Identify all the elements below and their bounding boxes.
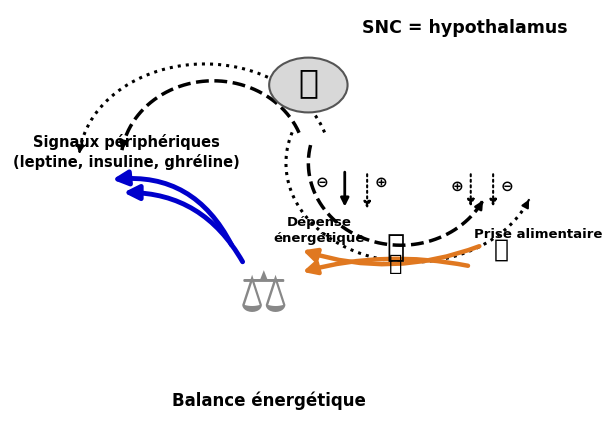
- Text: ⊕: ⊕: [451, 179, 463, 194]
- FancyArrowPatch shape: [308, 259, 468, 273]
- Ellipse shape: [269, 58, 348, 113]
- Text: Prise alimentaire: Prise alimentaire: [474, 228, 602, 241]
- Text: 🔥: 🔥: [386, 233, 404, 262]
- Text: 🍗: 🍗: [494, 237, 509, 261]
- Text: énergétique: énergétique: [274, 232, 365, 245]
- Text: ⊕: ⊕: [375, 174, 387, 190]
- Text: 🪵: 🪵: [389, 254, 402, 274]
- FancyArrowPatch shape: [118, 172, 232, 245]
- Text: ⚖: ⚖: [238, 269, 289, 323]
- Text: Signaux périphériques: Signaux périphériques: [33, 134, 220, 150]
- Text: ⊖: ⊖: [316, 174, 329, 190]
- FancyArrowPatch shape: [129, 187, 243, 262]
- FancyArrowPatch shape: [307, 246, 479, 264]
- Text: Balance énergétique: Balance énergétique: [172, 392, 366, 410]
- Text: (leptine, insuline, ghréline): (leptine, insuline, ghréline): [13, 154, 240, 170]
- Text: SNC = hypothalamus: SNC = hypothalamus: [362, 19, 567, 37]
- Text: ⊖: ⊖: [501, 179, 514, 194]
- Text: 🧠: 🧠: [299, 66, 318, 99]
- Text: Dépense: Dépense: [287, 216, 352, 228]
